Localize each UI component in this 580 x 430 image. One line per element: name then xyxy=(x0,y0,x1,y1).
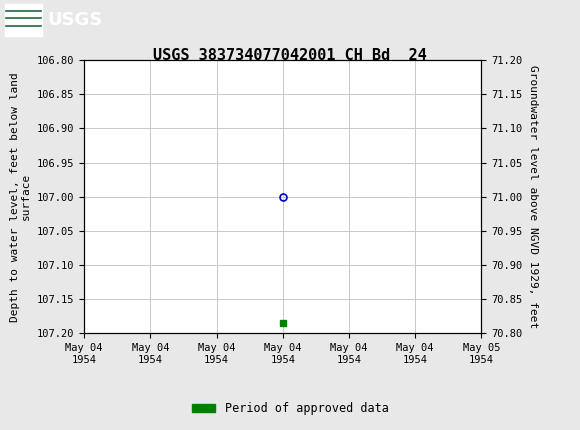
Text: USGS: USGS xyxy=(48,11,103,29)
Legend: Period of approved data: Period of approved data xyxy=(187,397,393,420)
Text: USGS 383734077042001 CH Bd  24: USGS 383734077042001 CH Bd 24 xyxy=(153,48,427,62)
Y-axis label: Groundwater level above NGVD 1929, feet: Groundwater level above NGVD 1929, feet xyxy=(528,65,538,329)
Y-axis label: Depth to water level, feet below land
surface: Depth to water level, feet below land su… xyxy=(10,72,31,322)
FancyBboxPatch shape xyxy=(5,4,42,36)
